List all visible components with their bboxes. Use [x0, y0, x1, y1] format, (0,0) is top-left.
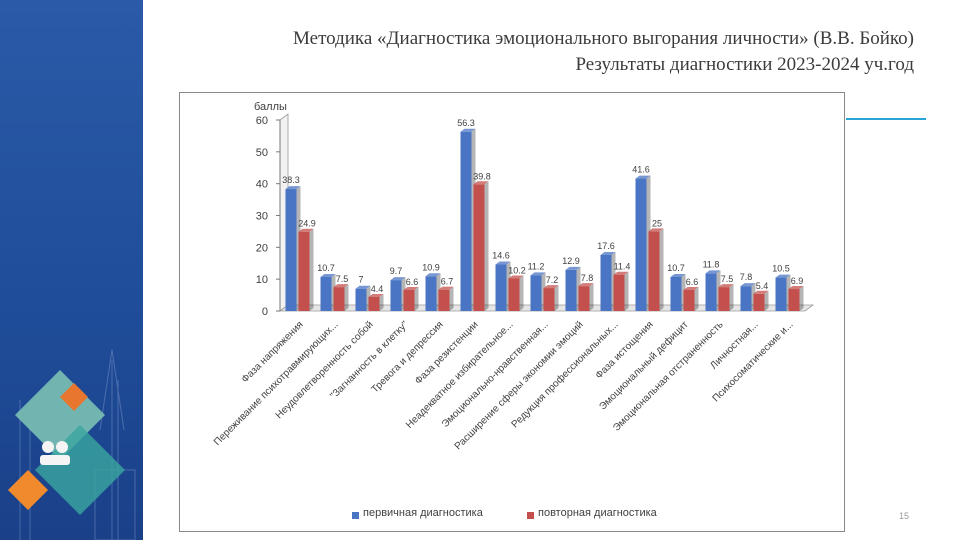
data-label-series-2: 7.5 [721, 274, 734, 284]
title-line-2: Результаты диагностики 2023-2024 уч.год [575, 54, 914, 75]
y-tick-label: 60 [256, 115, 268, 127]
x-tick-label: Фаза резистенции [413, 319, 481, 387]
bar-series-2 [788, 286, 804, 311]
y-axis-label: баллы [254, 101, 287, 113]
data-label-series-2: 7.5 [336, 274, 349, 284]
data-label-series-1: 9.7 [390, 266, 403, 276]
data-label-series-1: 14.6 [492, 251, 510, 261]
bar-series-1 [670, 273, 686, 311]
data-label-series-2: 6.6 [686, 277, 699, 287]
x-tick-label: Переживание психотравмирующих... [212, 319, 341, 448]
page-number: 15 [899, 511, 910, 521]
bar-series-1 [320, 273, 336, 311]
bar-series-2 [543, 285, 559, 311]
data-label-series-2: 4.4 [371, 284, 384, 294]
y-tick-label: 10 [256, 274, 268, 286]
data-label-series-1: 12.9 [562, 256, 580, 266]
bar-series-2 [473, 181, 489, 311]
data-label-series-2: 6.7 [441, 277, 454, 287]
bar-series-1 [530, 272, 546, 311]
y-tick-label: 20 [256, 242, 268, 254]
bar-series-1 [740, 283, 756, 311]
data-label-series-1: 10.9 [422, 262, 440, 272]
data-label-series-1: 10.5 [772, 264, 790, 274]
data-label-series-2: 24.9 [298, 219, 316, 229]
bar-series-2 [578, 283, 594, 311]
y-tick-label: 40 [256, 179, 268, 191]
legend-label-series-2: повторная диагностика [538, 507, 657, 519]
bar-series-1 [775, 274, 791, 311]
data-label-series-1: 38.3 [282, 175, 300, 185]
bar-series-2 [683, 286, 699, 311]
data-label-series-2: 5.4 [756, 281, 769, 291]
bar-series-1 [635, 175, 651, 311]
bar-series-2 [718, 284, 734, 311]
bar-series-2 [403, 286, 419, 311]
data-label-series-1: 11.2 [528, 261, 545, 271]
bar-series-2 [368, 293, 384, 311]
bar-series-1 [460, 128, 476, 311]
y-tick-label: 0 [262, 306, 268, 318]
y-tick-label: 30 [256, 211, 268, 223]
sidebar-ornament [8, 349, 136, 540]
bar-series-1 [425, 273, 441, 311]
bar-series-1 [390, 277, 406, 311]
bar-series-2 [753, 290, 769, 311]
slide-title: Методика «Диагностика эмоционального выг… [293, 26, 914, 78]
accent-line [846, 118, 926, 120]
sidebar-decoration [0, 0, 143, 540]
bar-series-1 [565, 266, 581, 311]
data-label-series-2: 11.4 [614, 262, 631, 272]
data-label-series-2: 39.8 [473, 171, 491, 181]
data-label-series-1: 17.6 [597, 241, 615, 251]
data-label-series-1: 10.7 [317, 263, 335, 273]
x-tick-label: Расширение сферы экономии эмоций [452, 319, 586, 453]
data-label-series-2: 25 [652, 218, 662, 228]
data-label-series-1: 7.8 [740, 272, 753, 282]
data-label-series-1: 10.7 [667, 263, 685, 273]
bar-series-2 [508, 275, 524, 311]
chart-frame: 0 10 20 30 40 50 60 баллы 38.3 24.9 Фаза напряжени… [179, 92, 845, 532]
bar-series-2 [613, 271, 629, 311]
data-label-series-2: 6.9 [791, 276, 804, 286]
bar-series-1 [355, 285, 371, 311]
bar-series-2 [298, 228, 314, 311]
bar-series-2 [333, 284, 349, 311]
data-label-series-1: 11.8 [703, 259, 720, 269]
data-label-series-2: 6.6 [406, 277, 419, 287]
x-tick-label: Фаза напряжения [240, 319, 306, 385]
bar-series-1 [285, 186, 301, 311]
title-line-1: Методика «Диагностика эмоционального выг… [293, 28, 914, 49]
legend-swatch-series-2 [527, 512, 534, 519]
data-label-series-2: 7.2 [546, 275, 559, 285]
data-label-series-1: 41.6 [632, 165, 650, 175]
legend-swatch-series-1 [352, 512, 359, 519]
bar-series-2 [438, 286, 454, 311]
bar-chart: 0 10 20 30 40 50 60 баллы 38.3 24.9 Фаза напряжени… [212, 101, 815, 453]
legend-label-series-1: первичная диагностика [363, 507, 483, 519]
data-label-series-2: 7.8 [581, 273, 594, 283]
y-tick-label: 50 [256, 147, 268, 159]
data-label-series-1: 7 [358, 275, 363, 285]
bar-series-1 [705, 270, 721, 311]
data-label-series-2: 10.2 [508, 266, 526, 276]
bar-series-2 [648, 228, 664, 311]
data-label-series-1: 56.3 [457, 118, 475, 128]
